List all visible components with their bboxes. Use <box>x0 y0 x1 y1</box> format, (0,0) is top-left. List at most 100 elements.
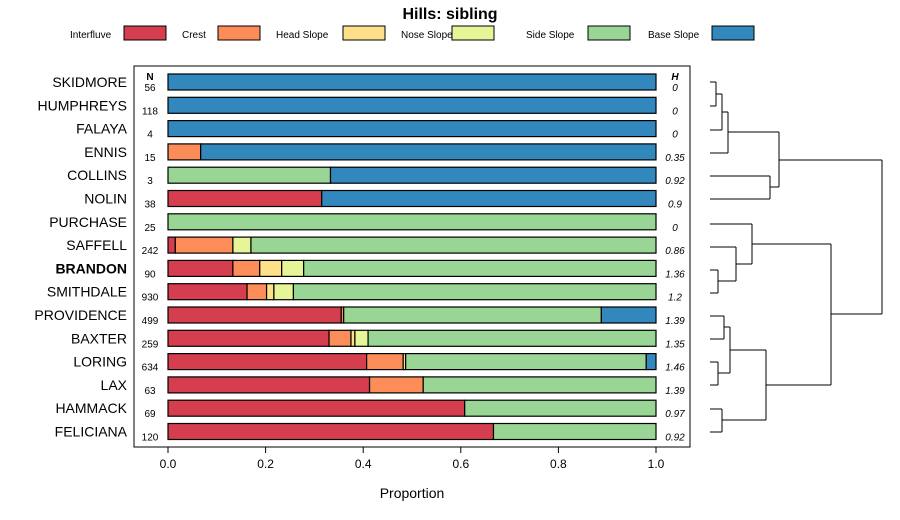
row-label: PURCHASE <box>49 214 127 230</box>
bar-segment <box>167 306 342 324</box>
chart-rows: SKIDMORE 56 0 HUMPHREYS 118 0 FALAYA 4 0 ENNIS 15 0… <box>34 73 685 444</box>
h-value: 0.92 <box>665 433 685 444</box>
row-label: SAFFELL <box>66 237 127 253</box>
bar-segment <box>273 283 295 301</box>
bar-segment <box>321 189 657 208</box>
legend-label: Crest <box>182 30 206 41</box>
bar-segment <box>368 376 424 394</box>
n-value: 25 <box>144 223 156 234</box>
bar-segment <box>167 189 323 208</box>
dendrogram-branch <box>710 81 882 200</box>
n-value: 499 <box>142 316 159 327</box>
chart-title: Hills: sibling <box>402 6 497 23</box>
row-label: ENNIS <box>84 144 127 160</box>
bar-segment <box>422 376 657 394</box>
bar-segment <box>167 422 495 441</box>
legend-label: Head Slope <box>276 30 329 41</box>
h-value: 0 <box>672 106 678 117</box>
row-label: LAX <box>101 377 128 393</box>
bar-segment <box>259 259 283 277</box>
bar-segment <box>303 259 657 277</box>
x-tick-label: 0.6 <box>452 457 469 471</box>
n-value: 259 <box>142 339 159 350</box>
bar-segment <box>232 259 261 277</box>
x-tick-label: 1.0 <box>648 457 665 471</box>
row-label: SKIDMORE <box>52 74 127 90</box>
h-value: 1.39 <box>665 386 685 397</box>
h-value: 1.46 <box>665 363 685 374</box>
n-value: 118 <box>142 106 158 117</box>
dendrogram-branch <box>710 160 883 433</box>
n-value: 69 <box>144 409 156 420</box>
h-value: 1.36 <box>665 269 685 280</box>
x-tick-label: 0.2 <box>257 457 274 471</box>
bar-segment <box>246 283 268 301</box>
bar-segment <box>167 329 330 347</box>
bar-segment <box>281 259 305 277</box>
n-value: 63 <box>144 386 156 397</box>
h-value: 0.35 <box>665 153 685 164</box>
h-value: 1.35 <box>665 339 685 350</box>
n-value: 930 <box>142 293 159 304</box>
bar-segment <box>600 306 657 324</box>
bar-segment <box>167 166 332 184</box>
row-label: LORING <box>73 354 127 370</box>
legend-label: Nose Slope <box>401 30 453 41</box>
legend-label: Side Slope <box>526 30 575 41</box>
n-value: 15 <box>144 153 156 164</box>
x-tick-label: 0.0 <box>160 457 177 471</box>
h-value: 0.92 <box>665 176 685 187</box>
n-value: 242 <box>142 246 159 257</box>
legend-label: Interfluve <box>70 30 112 41</box>
n-column-header: N <box>146 72 153 83</box>
bar-segment <box>200 143 657 161</box>
bar-segment <box>167 96 657 114</box>
x-tick-label: 0.4 <box>355 457 372 471</box>
bar-segment <box>464 399 657 417</box>
h-value: 0 <box>672 223 678 234</box>
n-value: 38 <box>144 200 156 211</box>
bar-segment <box>167 73 657 91</box>
legend-label: Base Slope <box>648 30 700 41</box>
bar-segment <box>354 329 369 347</box>
row-label: SMITHDALE <box>47 284 127 300</box>
bar-segment <box>492 422 657 441</box>
bar-segment <box>167 259 234 277</box>
bar-segment <box>232 236 252 254</box>
bar-segment <box>292 283 657 301</box>
legend: Interfluve Crest Head Slope Nose Slope Side … <box>70 25 755 41</box>
bar-segment <box>174 236 234 254</box>
legend-swatch <box>587 25 631 41</box>
h-value: 0.9 <box>668 200 682 211</box>
bar-segment <box>167 283 248 301</box>
bar-segment <box>167 119 657 138</box>
legend-swatch <box>342 25 386 41</box>
dendrogram <box>710 81 883 433</box>
bar-segment <box>343 306 602 324</box>
n-value: 634 <box>142 363 159 374</box>
row-label: HAMMACK <box>55 400 127 416</box>
h-value: 0.86 <box>665 246 685 257</box>
bar-segment <box>367 329 657 347</box>
row-label: NOLIN <box>84 191 127 207</box>
h-value: 1.2 <box>668 293 682 304</box>
bar-segment <box>167 213 657 231</box>
h-column-header: H <box>671 72 679 83</box>
row-label: HUMPHREYS <box>38 97 127 113</box>
bar-segment <box>645 353 657 371</box>
bar-segment <box>329 166 657 184</box>
row-label: PROVIDENCE <box>34 307 127 323</box>
bar-segment <box>366 353 404 371</box>
row-label: FELICIANA <box>55 424 128 440</box>
h-value: 0.97 <box>665 409 685 420</box>
n-value: 3 <box>147 176 153 187</box>
n-value: 4 <box>147 130 153 141</box>
legend-swatch <box>711 25 755 41</box>
bar-segment <box>405 353 647 371</box>
legend-swatch <box>123 25 167 41</box>
row-label: BAXTER <box>71 330 127 346</box>
bar-segment <box>167 143 202 161</box>
n-value: 120 <box>142 433 159 444</box>
legend-swatch <box>451 25 495 41</box>
